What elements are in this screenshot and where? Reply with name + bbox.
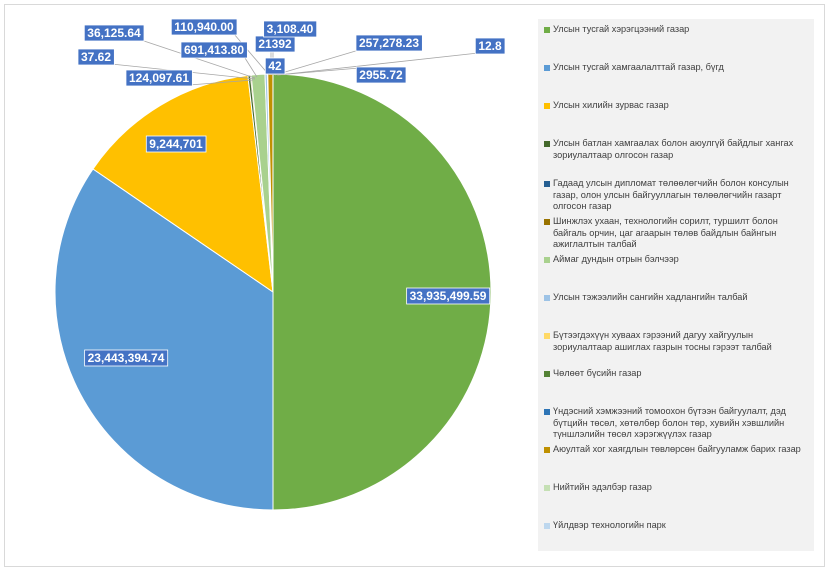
legend-swatch: [544, 219, 550, 225]
data-label-12: 257,278.23: [359, 36, 419, 50]
legend-item-13: Нийтийн эдэлбэр газар: [544, 482, 810, 494]
slice-2: [54, 168, 274, 511]
legend-item-4: Улсын батлан хамгаалах болон аюулгүй бай…: [544, 138, 810, 161]
data-label-3: 9,244,701: [149, 137, 203, 151]
legend-item-5: Гадаад улсын дипломат төлөөлөгчийн болон…: [544, 178, 810, 213]
legend-item-12: Аюултай хог хаягдлын төвлөрсөн байгуулам…: [544, 444, 810, 456]
chart-area: 33,935,499.59 23,443,394.74 9,244,701 124,0…: [4, 4, 825, 567]
legend-label: Бүтээгдэхүүн хуваах гэрээний дагуу хайгу…: [553, 330, 772, 352]
legend-swatch: [544, 257, 550, 263]
data-label-11: 3,108.40: [267, 22, 314, 36]
slice-3: [92, 74, 274, 294]
data-label-box-2: [84, 349, 169, 367]
legend-item-6: Шинжлэх ухаан, технологийн сорилт, турши…: [544, 216, 810, 251]
legend-label: Гадаад улсын дипломат төлөөлөгчийн болон…: [553, 178, 789, 211]
legend-label: Улсын хилийн зурвас газар: [553, 100, 669, 110]
data-label-13: 2955.72: [359, 68, 403, 82]
slice-1: [272, 73, 492, 511]
legend-swatch: [544, 333, 550, 339]
legend: Улсын тусгай хэрэгцээний газар Улсын тусг…: [538, 19, 814, 551]
data-label-box-13: [355, 66, 407, 84]
legend-swatch: [544, 371, 550, 377]
leader-line-14: [277, 52, 479, 76]
legend-swatch: [544, 65, 550, 71]
data-label-box-10: [264, 57, 286, 75]
legend-item-3: Улсын хилийн зурвас газар: [544, 100, 810, 112]
leader-line-6: [140, 39, 256, 79]
legend-item-1: Улсын тусгай хэрэгцээний газар: [544, 24, 810, 36]
legend-item-9: Бүтээгдэхүүн хуваах гэрээний дагуу хайгу…: [544, 330, 810, 353]
data-label-box-12: [355, 34, 423, 52]
pie-slices: [54, 73, 492, 511]
leader-line-4: [189, 79, 254, 86]
legend-item-7: Аймаг дундын отрын бэлчээр: [544, 254, 810, 266]
legend-swatch: [544, 447, 550, 453]
data-label-14: 12.8: [478, 39, 502, 53]
legend-label: Улсын тусгай хамгаалалттай газар, бүгд: [553, 62, 724, 72]
pie-chart: 33,935,499.59 23,443,394.74 9,244,701 124,0…: [54, 18, 506, 511]
data-label-box-1: [406, 287, 491, 305]
data-label-box-11: [263, 20, 318, 38]
data-label-7: 691,413.80: [184, 43, 244, 57]
data-label-box-4: [125, 69, 193, 87]
legend-label: Аймаг дундын отрын бэлчээр: [553, 254, 679, 264]
legend-label: Улсын тэжээлийн сангийн хадлангийн талба…: [553, 292, 748, 302]
leader-line-12: [274, 49, 360, 76]
legend-swatch: [544, 409, 550, 415]
leader-line-7: [244, 56, 258, 78]
data-label-4: 124,097.61: [129, 71, 189, 85]
legend-label: Үндэсний хэмжээний томоохон бүтээн байгу…: [553, 406, 786, 439]
legend-item-8: Улсын тэжээлийн сангийн хадлангийн талба…: [544, 292, 810, 304]
data-label-box-6: [83, 24, 145, 42]
data-label-8: 110,940.00: [174, 20, 234, 34]
data-label-box-3: [145, 135, 207, 153]
data-label-box-8: [170, 18, 238, 36]
legend-item-11: Үндэсний хэмжээний томоохон бүтээн байгу…: [544, 406, 810, 441]
data-label-5: 37.62: [81, 50, 111, 64]
data-label-box-7: [180, 41, 248, 59]
legend-label: Улсын тусгай хэрэгцээний газар: [553, 24, 690, 34]
data-label-1: 33,935,499.59: [410, 289, 487, 303]
legend-swatch: [544, 523, 550, 529]
legend-label: Шинжлэх ухаан, технологийн сорилт, турши…: [553, 216, 778, 249]
data-label-2: 23,443,394.74: [88, 351, 165, 365]
data-label-9: 21392: [258, 37, 292, 51]
data-label-6: 36,125.64: [87, 26, 141, 40]
legend-label: Аюултай хог хаягдлын төвлөрсөн байгуулам…: [553, 444, 801, 454]
legend-label: Улсын батлан хамгаалах болон аюулгүй бай…: [553, 138, 794, 160]
data-label-box-5: [77, 48, 115, 66]
leader-lines: [111, 33, 479, 86]
legend-swatch: [544, 141, 550, 147]
data-label-10: 42: [268, 59, 282, 73]
legend-swatch: [544, 295, 550, 301]
legend-item-14: Үйлдвэр технологийн парк: [544, 520, 810, 532]
legend-swatch: [544, 181, 550, 187]
legend-swatch: [544, 485, 550, 491]
legend-swatch: [544, 27, 550, 33]
legend-label: Үйлдвэр технологийн парк: [553, 520, 666, 530]
legend-item-2: Улсын тусгай хамгаалалттай газар, бүгд: [544, 62, 810, 74]
legend-swatch: [544, 103, 550, 109]
legend-label: Нийтийн эдэлбэр газар: [553, 482, 652, 492]
data-labels: 33,935,499.59 23,443,394.74 9,244,701 124,0…: [77, 18, 506, 367]
data-label-box-14: [474, 37, 506, 55]
legend-label: Чөлөөт бүсийн газар: [553, 368, 642, 378]
leader-line-8: [233, 33, 270, 76]
legend-item-10: Чөлөөт бүсийн газар: [544, 368, 810, 380]
